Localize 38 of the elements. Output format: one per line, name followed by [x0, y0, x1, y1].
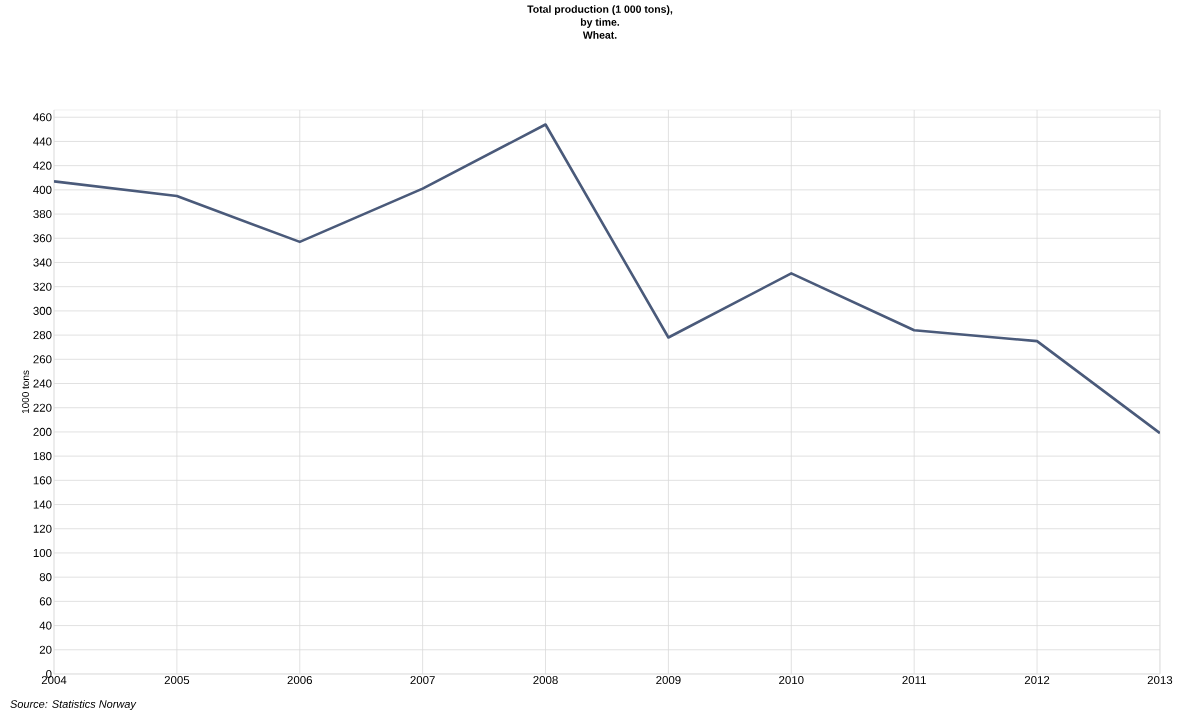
- y-tick-label: 200: [33, 427, 52, 436]
- x-tick-label: 2009: [656, 676, 681, 685]
- y-tick-label: 160: [33, 476, 52, 485]
- y-axis-title: 1000 tons: [21, 370, 30, 414]
- y-tick-label: 120: [33, 524, 52, 533]
- line-series: [54, 123, 1160, 435]
- y-tick-label: 80: [39, 573, 52, 582]
- y-tick-label: 300: [33, 306, 52, 315]
- y-tick-label: 380: [33, 210, 52, 219]
- y-tick-label: 400: [33, 185, 52, 194]
- x-tick-label: 2012: [1024, 676, 1050, 685]
- y-tick-label: 240: [33, 379, 52, 388]
- y-tick-label: 60: [39, 597, 52, 606]
- x-tick-label: 2013: [1147, 676, 1173, 685]
- x-tick-label: 2007: [410, 676, 435, 685]
- y-tick-label: 340: [33, 258, 52, 267]
- y-tick-label: 460: [33, 113, 52, 122]
- x-tick-label: 2010: [779, 676, 804, 685]
- y-tick-label: 180: [33, 452, 52, 461]
- source-note: Source: Statistics Norway: [10, 699, 137, 711]
- y-tick-label: 360: [33, 234, 52, 243]
- y-tick-label: 0: [46, 669, 52, 679]
- x-tick-label: 2005: [164, 676, 190, 685]
- y-tick-label: 420: [33, 161, 52, 170]
- x-tick-label: 2006: [287, 676, 312, 685]
- y-tick-label: 440: [33, 137, 52, 146]
- y-tick-label: 100: [33, 548, 52, 558]
- x-tick-label: 2008: [533, 676, 558, 685]
- y-tick-label: 140: [33, 500, 52, 509]
- y-tick-label: 260: [33, 355, 52, 364]
- y-tick-label: 220: [33, 403, 52, 412]
- y-tick-label: 40: [39, 621, 52, 630]
- x-tick-label: 2004: [41, 676, 67, 685]
- chart-title: Total production (1 000 tons), by time. Wheat.: [527, 5, 673, 39]
- y-tick-label: 320: [33, 282, 52, 291]
- y-tick-label: 280: [33, 331, 52, 340]
- y-tick-label: 20: [39, 645, 52, 654]
- x-tick-label: 2011: [902, 676, 926, 685]
